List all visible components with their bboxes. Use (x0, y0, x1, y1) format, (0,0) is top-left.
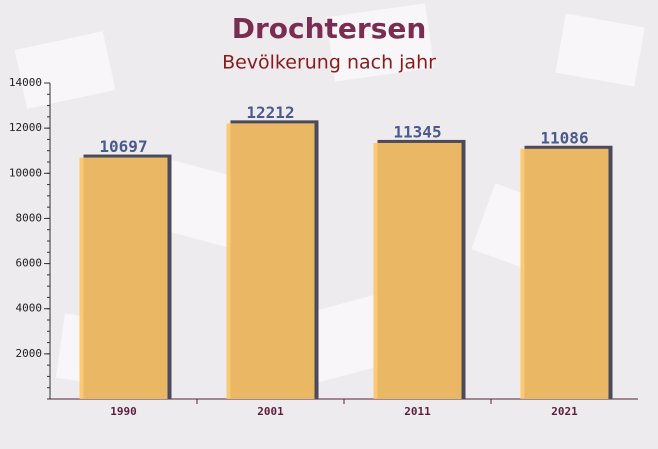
value-label: 11086 (540, 128, 588, 147)
chart-title: Drochtersen (232, 12, 427, 45)
x-tick-label: 2001 (257, 405, 284, 418)
y-tick-label: 8000 (16, 211, 43, 224)
bar (520, 148, 609, 399)
chart-subtitle: Bevölkerung nach jahr (222, 52, 436, 74)
value-label: 12212 (246, 103, 294, 122)
value-label: 11345 (393, 122, 441, 141)
x-tick-label: 2011 (404, 405, 431, 418)
y-tick-label: 6000 (16, 257, 43, 270)
bar (373, 142, 462, 400)
x-tick-label: 1990 (110, 405, 137, 418)
y-tick-label: 2000 (16, 347, 43, 360)
bar (79, 157, 168, 399)
y-tick-label: 4000 (16, 302, 43, 315)
y-tick-label: 14000 (9, 76, 42, 89)
y-tick-label: 10000 (9, 166, 42, 179)
x-tick-label: 2021 (551, 405, 578, 418)
y-tick-label: 12000 (9, 121, 42, 134)
value-label: 10697 (99, 137, 147, 156)
bar (226, 123, 315, 399)
